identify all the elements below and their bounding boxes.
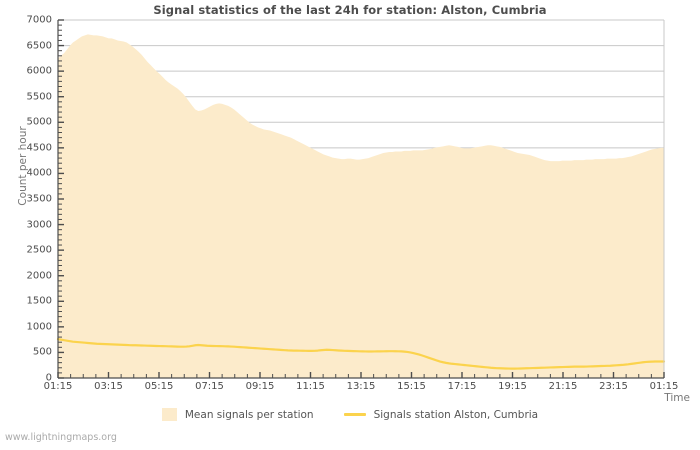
- y-tick-label: 1500: [26, 295, 52, 307]
- x-tick-label: 05:15: [144, 381, 174, 392]
- y-tick-label: 2500: [26, 244, 52, 256]
- x-tick-label: 15:15: [397, 381, 426, 392]
- chart-title: Signal statistics of the last 24h for st…: [153, 3, 547, 17]
- y-tick-label: 500: [32, 346, 52, 358]
- y-tick-label: 0: [45, 372, 52, 384]
- x-tick-label: 19:15: [498, 381, 527, 392]
- x-tick-label: 23:15: [599, 381, 628, 392]
- area-swatch-icon: [161, 408, 177, 421]
- y-tick-label: 2000: [26, 270, 52, 282]
- y-tick-label: 5000: [26, 116, 52, 128]
- chart-legend: Mean signals per station Signals station…: [0, 408, 700, 421]
- x-tick-label: 01:15: [43, 381, 73, 392]
- y-tick-label: 6000: [26, 65, 52, 77]
- x-tick-label: 11:15: [296, 381, 325, 392]
- y-tick-label: 6500: [26, 40, 52, 52]
- y-tick-label: 5500: [26, 91, 52, 103]
- y-tick-label: 7000: [26, 14, 52, 26]
- y-tick-label: 4500: [26, 142, 52, 154]
- x-tick-label: 21:15: [548, 381, 578, 392]
- y-tick-label: 1000: [26, 321, 52, 333]
- y-tick-label: 3000: [26, 219, 52, 231]
- x-tick-label: 01:15: [649, 381, 679, 392]
- x-tick-label: 09:15: [245, 381, 275, 392]
- y-tick-label: 3500: [26, 193, 52, 205]
- legend-item-station-signals[interactable]: Signals station Alston, Cumbria: [343, 408, 539, 421]
- x-tick-label: 03:15: [94, 381, 123, 392]
- x-tick-label: 07:15: [195, 381, 224, 392]
- watermark: www.lightningmaps.org: [5, 432, 117, 443]
- legend-item-mean-signals[interactable]: Mean signals per station: [161, 408, 314, 421]
- line-swatch-icon: [343, 413, 366, 416]
- y-tick-label: 4000: [26, 167, 52, 179]
- x-tick-label: 17:15: [447, 381, 477, 392]
- x-axis-title: Time: [664, 392, 690, 404]
- x-tick-label: 13:15: [346, 381, 376, 392]
- legend-label-mean-signals: Mean signals per station: [184, 408, 314, 421]
- legend-label-station-signals: Signals station Alston, Cumbria: [373, 408, 539, 421]
